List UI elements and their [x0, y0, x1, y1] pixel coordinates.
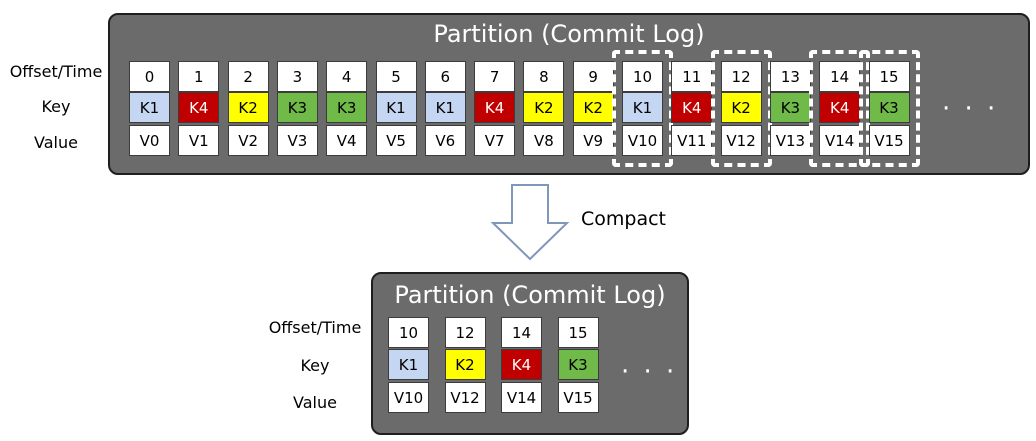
key-cell: K3: [769, 92, 811, 123]
offset-cell: 7: [474, 61, 516, 92]
value-cell: V14: [501, 382, 542, 413]
key-cell: K2: [523, 92, 565, 123]
retained-record-highlight: [612, 50, 673, 167]
offset-cell: 3: [276, 61, 318, 92]
offset-cell: 12: [720, 61, 762, 92]
offset-cell: 5: [375, 61, 417, 92]
offset-cell: 9: [572, 61, 614, 92]
partition-title-compacted: Partition (Commit Log): [394, 281, 666, 309]
value-cell: V5: [375, 125, 417, 156]
value-cell: V14: [819, 125, 861, 156]
key-cell: K3: [326, 92, 368, 123]
row-label-key-compacted: Key: [300, 356, 330, 375]
value-cell: V9: [572, 125, 614, 156]
key-cell: K4: [819, 92, 861, 123]
key-cell: K1: [622, 92, 663, 123]
row-label-offset-compacted: Offset/Time: [268, 318, 362, 337]
offset-cell: 14: [501, 317, 542, 348]
compact-label: Compact: [581, 208, 666, 230]
partition-panel-original: Partition (Commit Log) · · · 0 K1 V0 1 K4 V1 2…: [108, 13, 1030, 175]
partition-panel-compacted: Partition (Commit Log) · · · 10 K1 V10 12 K2…: [371, 272, 689, 435]
offset-cell: 15: [868, 61, 910, 92]
value-cell: V15: [868, 125, 910, 156]
offset-cell: 11: [671, 61, 713, 92]
key-cell: K1: [375, 92, 417, 123]
offset-cell: 10: [388, 317, 429, 348]
key-cell: K3: [276, 92, 318, 123]
value-cell: V2: [227, 125, 269, 156]
offset-cell: 1: [178, 61, 220, 92]
offset-cell: 15: [557, 317, 599, 348]
offset-cell: 10: [622, 61, 663, 92]
value-cell: V1: [178, 125, 220, 156]
retained-record-highlight: [809, 50, 871, 167]
row-label-value-compacted: Value: [293, 393, 337, 412]
offset-cell: 13: [769, 61, 811, 92]
key-cell: K2: [720, 92, 762, 123]
retained-record-highlight: [858, 50, 920, 167]
value-cell: V3: [276, 125, 318, 156]
value-cell: V4: [326, 125, 368, 156]
offset-cell: 14: [819, 61, 861, 92]
value-cell: V11: [671, 125, 713, 156]
offset-cell: 2: [227, 61, 269, 92]
offset-cell: 4: [326, 61, 368, 92]
offset-cell: 6: [424, 61, 466, 92]
key-cell: K2: [227, 92, 269, 123]
ellipsis-compacted: · · ·: [621, 357, 678, 387]
key-cell: K1: [129, 92, 170, 123]
value-cell: V10: [622, 125, 663, 156]
value-cell: V7: [474, 125, 516, 156]
key-cell: K4: [178, 92, 220, 123]
key-cell: K1: [424, 92, 466, 123]
value-cell: V15: [557, 382, 599, 413]
offset-cell: 0: [129, 61, 170, 92]
offset-cell: 12: [444, 317, 486, 348]
row-label-value: Value: [34, 133, 78, 152]
key-cell: K3: [868, 92, 910, 123]
key-cell: K2: [572, 92, 614, 123]
retained-record-highlight: [710, 50, 772, 167]
key-cell: K4: [501, 349, 542, 380]
compact-arrow-icon: [490, 184, 570, 261]
key-cell: K2: [444, 349, 486, 380]
value-cell: V12: [720, 125, 762, 156]
value-cell: V12: [444, 382, 486, 413]
value-cell: V6: [424, 125, 466, 156]
value-cell: V13: [769, 125, 811, 156]
ellipsis: · · ·: [942, 94, 999, 124]
row-label-key: Key: [41, 97, 71, 116]
row-label-offset: Offset/Time: [9, 62, 103, 81]
key-cell: K4: [474, 92, 516, 123]
key-cell: K1: [388, 349, 429, 380]
value-cell: V0: [129, 125, 170, 156]
offset-cell: 8: [523, 61, 565, 92]
value-cell: V10: [388, 382, 429, 413]
key-cell: K3: [557, 349, 599, 380]
key-cell: K4: [671, 92, 713, 123]
value-cell: V8: [523, 125, 565, 156]
partition-title: Partition (Commit Log): [433, 20, 705, 48]
